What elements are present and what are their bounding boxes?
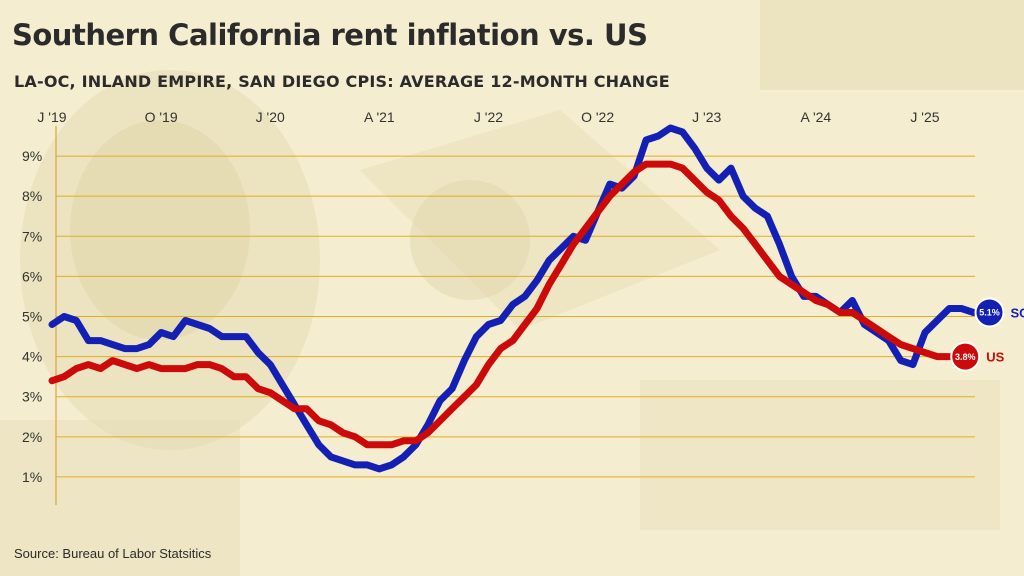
y-tick-label: 3% [22,389,42,405]
x-tick-label: O '22 [581,109,614,125]
x-tick-label: J '25 [910,109,939,125]
series-lines [48,124,977,473]
x-axis: J '19 O '19 J '20 A '21 J '22 O '22 J '23 A '24… [37,109,939,125]
chart-subtitle: LA-OC, INLAND EMPIRE, SAN DIEGO CPIS: AV… [14,72,670,91]
x-tick-label: J '23 [692,109,721,125]
y-tick-label: 1% [22,469,42,485]
y-tick-label: 2% [22,429,42,445]
y-tick-label: 5% [22,309,42,325]
series-line-us [48,160,953,449]
chart-title: Southern California rent inflation vs. U… [12,18,648,52]
x-tick-label: J '19 [37,109,66,125]
series-name-label: SC [1011,305,1024,320]
source-note: Source: Bureau of Labor Statsitics [14,546,212,561]
x-tick-label: O '19 [145,109,178,125]
series-name-label: US [986,350,1004,365]
y-tick-label: 8% [22,188,42,204]
end-value-label: 3.8% [955,352,976,362]
x-tick-label: A '21 [364,109,395,125]
x-tick-label: J '22 [474,109,503,125]
end-badge-circle [974,297,1005,328]
end-badge-circle [950,341,981,372]
series-line-sc [48,124,977,473]
y-tick-label: 7% [22,228,42,244]
y-axis: 1% 2% 3% 4% 5% 6% 7% 8% 9% [22,126,57,505]
y-tick-label: 4% [22,349,42,365]
end-value-label: 5.1% [979,308,1000,318]
y-tick-label: 6% [22,268,42,284]
end-badge-sc: 5.1% SC [974,297,1024,328]
end-badge-us: 3.8% US [950,341,1005,372]
x-tick-label: A '24 [801,109,832,125]
gridlines [56,155,975,478]
x-tick-label: J '20 [256,109,285,125]
series-end-labels: 5.1% SC 3.8% US [950,297,1024,372]
y-tick-label: 9% [22,148,42,164]
